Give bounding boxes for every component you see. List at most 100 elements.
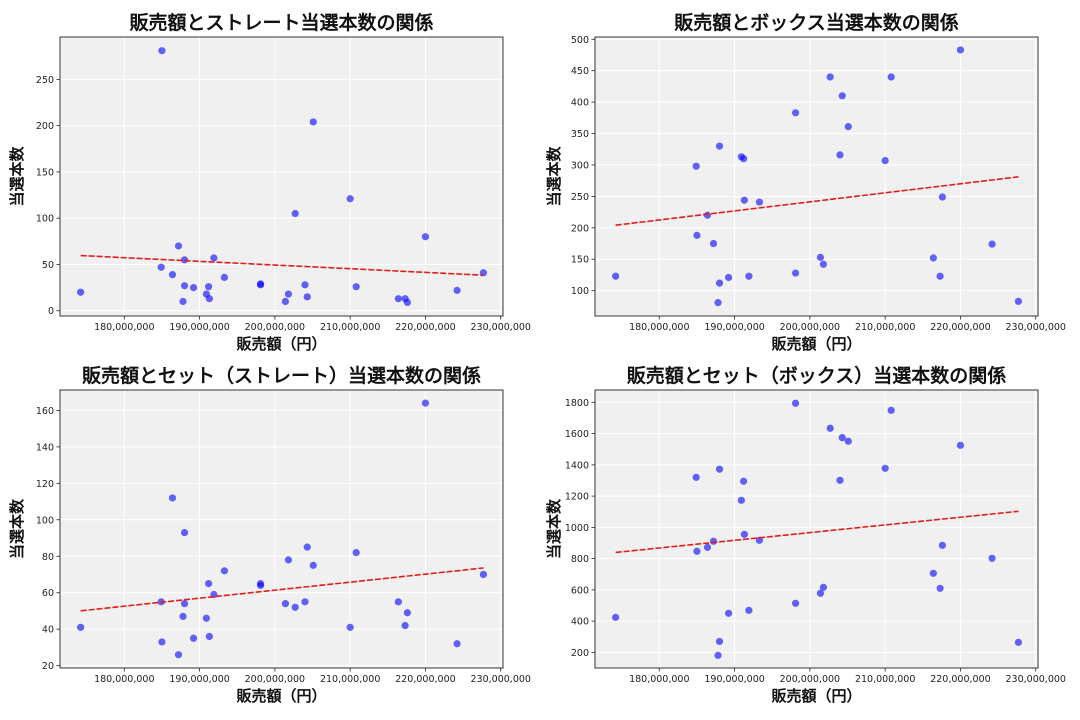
- data-point: [352, 549, 360, 557]
- data-point: [205, 632, 213, 641]
- data-point: [453, 286, 461, 294]
- y-tick-label: 600: [571, 585, 589, 596]
- data-point: [709, 239, 718, 248]
- data-point: [157, 263, 165, 271]
- axes-frame: [594, 36, 1039, 317]
- data-point: [938, 541, 946, 549]
- x-tick-label: 190,000,000: [169, 322, 229, 333]
- x-tick-label: 220,000,000: [395, 674, 455, 685]
- data-point: [210, 254, 218, 262]
- data-point: [158, 638, 166, 646]
- trendline: [80, 254, 484, 277]
- data-point: [838, 434, 846, 442]
- x-tick-label: 180,000,000: [629, 674, 689, 685]
- data-point: [281, 600, 290, 608]
- data-point: [158, 47, 166, 55]
- x-tick-label: 210,000,000: [320, 322, 380, 333]
- y-tick-label: 0: [48, 306, 54, 317]
- data-point: [740, 196, 748, 204]
- y-tick-label: 200: [571, 223, 589, 234]
- data-point: [309, 118, 317, 126]
- x-tick-label: 210,000,000: [320, 674, 380, 685]
- data-point: [421, 233, 430, 241]
- data-point: [77, 623, 85, 631]
- data-point: [844, 123, 852, 131]
- chart-title: 販売額とセット（ボックス）当選本数の関係: [627, 364, 1006, 387]
- data-point: [205, 295, 213, 303]
- data-point: [291, 603, 299, 611]
- x-tick-label: 200,000,000: [780, 674, 840, 685]
- x-tick-label: 210,000,000: [855, 674, 915, 685]
- data-point: [887, 406, 895, 414]
- data-point: [1014, 638, 1023, 646]
- data-point: [220, 273, 229, 282]
- data-point: [988, 554, 996, 562]
- x-tick-label: 200,000,000: [780, 322, 840, 333]
- subplot-1: 180,000,000 190,000,000 200,000,000 210,000…: [8, 11, 531, 353]
- data-point: [692, 473, 700, 481]
- data-point: [174, 242, 183, 250]
- data-point: [836, 151, 844, 159]
- data-point: [401, 621, 409, 630]
- data-point: [394, 295, 402, 303]
- x-tick-label: 180,000,000: [94, 322, 154, 333]
- plot-area: [60, 37, 503, 316]
- plot-area: [595, 390, 1038, 668]
- data-point: [403, 298, 411, 306]
- y-tick-label: 300: [571, 160, 589, 171]
- chart-title: 販売額とストレート当選本数の関係: [129, 11, 433, 34]
- x-tick-label: 180,000,000: [629, 322, 689, 333]
- data-point: [352, 283, 360, 291]
- y-axis-label: 当選本数: [8, 146, 26, 207]
- data-point: [755, 536, 764, 544]
- data-point: [309, 561, 317, 569]
- y-tick-label: 20: [42, 661, 54, 672]
- x-tick-label: 210,000,000: [855, 322, 915, 333]
- y-tick-label: 120: [36, 479, 54, 490]
- data-point: [715, 142, 724, 150]
- y-tick-label: 150: [36, 167, 54, 178]
- data-point: [956, 46, 965, 54]
- plot-area: [60, 390, 503, 668]
- x-tick-label: 230,000,000: [1006, 322, 1066, 333]
- data-point: [745, 272, 753, 280]
- data-point: [740, 530, 748, 538]
- x-tick-label: 230,000,000: [1006, 674, 1066, 685]
- y-tick-label: 350: [571, 129, 589, 140]
- x-tick-label: 190,000,000: [704, 674, 764, 685]
- data-point: [988, 240, 996, 248]
- data-point: [692, 162, 700, 170]
- x-tick-label: 180,000,000: [94, 674, 154, 685]
- x-axis-label: 販売額（円）: [771, 335, 861, 353]
- data-point: [693, 547, 701, 555]
- x-tick-label: 220,000,000: [930, 674, 990, 685]
- y-axis-label: 当選本数: [545, 146, 563, 207]
- x-tick-label: 230,000,000: [471, 322, 531, 333]
- data-point: [281, 297, 290, 306]
- axes-frame: [59, 36, 504, 317]
- x-tick-label: 190,000,000: [169, 674, 229, 685]
- data-point: [205, 283, 213, 291]
- data-point: [791, 269, 800, 277]
- chart-title: 販売額とボックス当選本数の関係: [674, 11, 958, 34]
- y-tick-label: 100: [36, 515, 54, 526]
- data-point: [755, 198, 764, 206]
- data-point: [612, 272, 620, 280]
- data-point: [791, 109, 800, 117]
- y-axis-label: 当選本数: [8, 498, 26, 559]
- data-point: [303, 543, 311, 551]
- data-point: [703, 211, 712, 219]
- data-point: [612, 613, 620, 621]
- data-point: [929, 569, 937, 577]
- data-point: [715, 637, 724, 646]
- x-tick-label: 220,000,000: [930, 322, 990, 333]
- data-point: [394, 598, 402, 606]
- data-point: [301, 598, 309, 606]
- data-point: [816, 253, 825, 261]
- data-point: [703, 543, 712, 551]
- x-axis-label: 販売額（円）: [236, 335, 326, 353]
- data-point: [77, 288, 85, 296]
- y-tick-label: 100: [571, 286, 589, 297]
- data-point: [714, 651, 722, 659]
